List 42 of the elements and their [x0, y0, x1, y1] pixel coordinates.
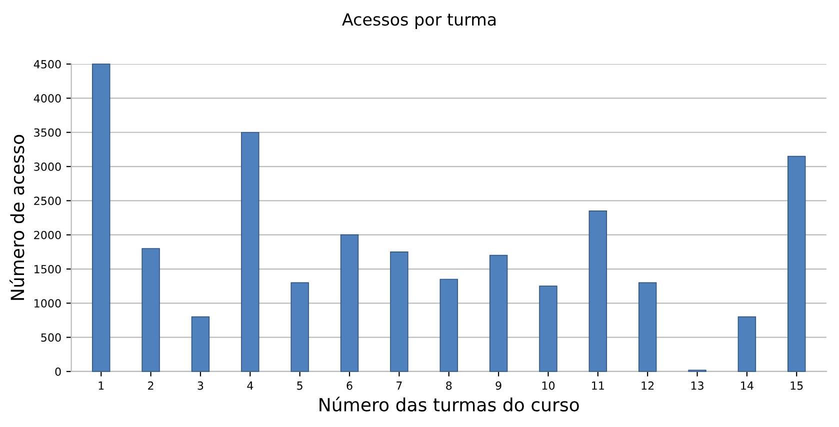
x-tick-label: 13: [691, 381, 704, 390]
x-tick-label: 8: [446, 381, 452, 390]
bar: [440, 278, 458, 372]
y-tick-label: 3000: [34, 162, 61, 171]
y-tick-label: 0: [55, 367, 61, 376]
y-tick-label: 2000: [34, 230, 61, 240]
x-axis-title: Número das turmas do curso: [320, 396, 579, 412]
bar: [738, 316, 756, 372]
y-tick-label: 1000: [34, 299, 61, 308]
bar: [290, 282, 309, 372]
bar: [638, 282, 657, 372]
y-tick-label: 4000: [34, 94, 61, 103]
bar: [92, 64, 110, 372]
x-tick-label: 12: [642, 381, 654, 390]
bar: [390, 252, 408, 372]
x-tick-label: 11: [592, 382, 604, 390]
y-tick-label: 500: [41, 333, 61, 342]
y-tick-label: 1500: [34, 264, 61, 274]
x-tick-label: 2: [148, 381, 154, 390]
x-tick-label: 6: [346, 381, 352, 390]
x-tick-label: 10: [542, 381, 555, 390]
y-tick-label: 4500: [34, 60, 61, 68]
bar: [191, 316, 210, 372]
chart-title: Acessos por turma: [342, 13, 496, 29]
y-tick-label: 3500: [34, 128, 61, 137]
bar: [142, 248, 160, 372]
x-tick-label: 4: [247, 382, 254, 390]
bar: [241, 132, 260, 372]
bar: [588, 210, 608, 372]
bar: [340, 234, 359, 372]
y-axis-title: Número de acesso: [10, 134, 24, 300]
x-tick-label: 15: [790, 382, 803, 390]
bar: [539, 286, 558, 372]
x-tick-label: 7: [396, 382, 402, 390]
bar: [787, 156, 806, 372]
y-tick-label: 2500: [34, 196, 61, 206]
x-tick-label: 3: [198, 381, 204, 390]
x-tick-label: 1: [98, 382, 104, 390]
bar: [489, 254, 508, 372]
x-tick-label: 9: [496, 381, 502, 390]
x-tick-label: 14: [741, 382, 754, 390]
x-tick-label: 5: [297, 382, 302, 390]
